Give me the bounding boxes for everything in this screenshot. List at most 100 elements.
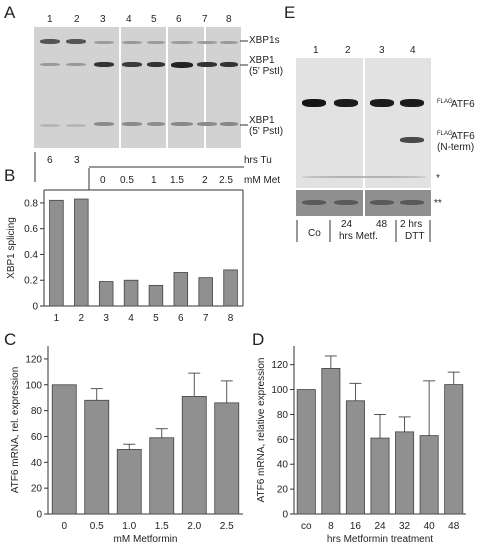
chart-c-bar-4 xyxy=(181,396,207,515)
chart-b-ytick-label-1: 0.2 xyxy=(24,276,38,287)
gel-e-label-atf6: ATF6 xyxy=(451,99,475,110)
gel-a-met-label: mM Met xyxy=(244,175,281,186)
chart-d-xtick-label-3: 24 xyxy=(374,521,386,532)
chart-b-xtick-label-4: 5 xyxy=(153,313,159,324)
chart-b-xtick-label-2: 3 xyxy=(103,313,109,324)
chart-d-xtick-label-6: 48 xyxy=(448,521,460,532)
gel-e-label-flag-sup: FLAG xyxy=(437,99,453,105)
gel-e-label-flag-sup-2: FLAG xyxy=(437,131,453,137)
panel-label-d: D xyxy=(252,330,265,349)
chart-c-xtick-label-0: 0 xyxy=(61,521,67,532)
chart-d-x-axis-label: hrs Metformin treatment xyxy=(327,534,433,545)
gel-a-met-1.5: 1.5 xyxy=(170,175,184,186)
gel-a-met-0: 0 xyxy=(100,175,106,186)
chart-c-y-axis-label: ATF6 mRNA, rel. expression xyxy=(10,367,21,494)
chart-c-ytick-label-4: 80 xyxy=(31,406,43,417)
gel-a-lane-2: 2 xyxy=(74,14,80,25)
chart-d-ytick-label-5: 100 xyxy=(271,385,288,396)
gel-e-cond-dtt: DTT xyxy=(405,231,425,242)
chart-c-ytick-label-0: 0 xyxy=(36,510,42,521)
gel-a-label-xbp1-lower: XBP1 xyxy=(249,115,275,126)
panel-label-c: C xyxy=(4,330,17,349)
chart-d-xtick-label-1: 8 xyxy=(328,521,334,532)
chart-d-bar-2 xyxy=(345,400,365,515)
chart-c-ytick-label-5: 100 xyxy=(25,380,42,391)
gel-a-band-pointers xyxy=(240,40,248,126)
gel-e-lane-1: 1 xyxy=(313,45,319,56)
panel-label-e: E xyxy=(284,3,296,22)
chart-d-bar-5 xyxy=(419,435,439,515)
chart-d-ytick-label-2: 40 xyxy=(277,460,289,471)
chart-c-ytick-label-1: 20 xyxy=(31,484,43,495)
chart-b-xbp1-splicing: 0 0.2 0.4 0.6 0.8 1 2 3 4 5 6 7 8 XBP1 splicing xyxy=(6,189,244,324)
gel-a-tu-label: hrs Tu xyxy=(244,155,272,166)
chart-c-xtick-label-1: 0.5 xyxy=(90,521,104,532)
chart-d-ytick-label-1: 20 xyxy=(277,485,289,496)
gel-e-label-nterm: (N-term) xyxy=(437,142,475,153)
gel-e-cond-48: 48 xyxy=(376,219,388,230)
gel-a-lane-1: 1 xyxy=(47,14,53,25)
chart-d-y-axis-label: ATF6 mRNA, relative expression xyxy=(256,358,267,503)
gel-e-label-dstar: ** xyxy=(434,198,442,209)
gel-a-lane-8: 8 xyxy=(226,14,232,25)
chart-d-xtick-label-4: 32 xyxy=(399,521,411,532)
chart-c-xtick-label-5: 2.5 xyxy=(220,521,234,532)
chart-b-ytick-label-3: 0.6 xyxy=(24,224,38,235)
chart-c-ytick-label-2: 40 xyxy=(31,458,43,469)
gel-a-met-0.5: 0.5 xyxy=(120,175,134,186)
chart-b-bar-3 xyxy=(123,279,139,307)
gel-a-met-1: 1 xyxy=(151,175,157,186)
chart-b-ytick-label-2: 0.4 xyxy=(24,250,38,261)
chart-d-bar-4 xyxy=(395,431,415,515)
panel-label-b: B xyxy=(4,166,16,185)
gel-e-lane-2: 2 xyxy=(345,45,351,56)
chart-d-bar-1 xyxy=(321,368,341,515)
gel-a-label-xbp1: XBP1 xyxy=(249,55,275,66)
chart-c-bar-2 xyxy=(116,448,142,515)
chart-d-bar-0 xyxy=(296,389,316,515)
gel-e-cond-co: Co xyxy=(308,228,321,239)
chart-b-xtick-label-6: 7 xyxy=(203,313,209,324)
chart-b-bar-7 xyxy=(223,269,238,307)
gel-e-condition-dividers xyxy=(296,220,431,242)
chart-c-bar-5 xyxy=(214,402,240,515)
chart-b-bar-6 xyxy=(198,277,213,307)
gel-e-cond-2hrs: 2 hrs xyxy=(400,219,423,230)
gel-e-loading-control xyxy=(296,190,431,216)
chart-d-ytick-label-4: 80 xyxy=(277,410,289,421)
panel-label-a: A xyxy=(4,3,16,22)
gel-a-lane-4: 4 xyxy=(126,14,132,25)
gel-a-treatment-dividers xyxy=(34,152,244,190)
gel-e-lane-4: 4 xyxy=(410,45,416,56)
chart-b-bar-1 xyxy=(74,198,89,307)
chart-b-y-axis-label: XBP1 splicing xyxy=(6,217,17,279)
chart-c-xtick-label-2: 1.0 xyxy=(122,521,136,532)
chart-c-xtick-label-4: 2.0 xyxy=(187,521,201,532)
gel-a-lane-3: 3 xyxy=(100,14,106,25)
chart-d-ytick-label-0: 0 xyxy=(282,510,288,521)
gel-a-met-2.5: 2.5 xyxy=(219,175,233,186)
gel-a-met-2: 2 xyxy=(202,175,208,186)
gel-a-tu-3: 3 xyxy=(74,155,80,166)
gel-e-cond-24: 24 xyxy=(341,219,353,230)
gel-e-image xyxy=(296,58,431,188)
chart-c-bar-1 xyxy=(84,399,110,515)
chart-c-atf6-metformin-dose: 0 20 40 60 80 100 120 0 0.5 1.0 1.5 2.0 2.5 mM Metfor… xyxy=(10,346,243,545)
chart-b-bar-0 xyxy=(49,199,64,307)
chart-d-ytick-label-6: 120 xyxy=(271,360,288,371)
chart-d-xtick-label-5: 40 xyxy=(424,521,436,532)
chart-d-ytick-label-3: 60 xyxy=(277,435,289,446)
gel-a-label-pst1-lower: (5' PstI) xyxy=(249,126,284,137)
chart-c-bar-3 xyxy=(149,437,175,515)
chart-d-xtick-label-2: 16 xyxy=(350,521,362,532)
chart-b-xtick-label-7: 8 xyxy=(228,313,234,324)
chart-c-bar-0 xyxy=(51,384,77,515)
chart-b-bar-2 xyxy=(98,281,114,307)
chart-b-bar-4 xyxy=(148,284,164,307)
chart-d-bar-6 xyxy=(444,384,464,515)
gel-a-label-pst1: (5' PstI) xyxy=(249,66,284,77)
gel-e-label-star: * xyxy=(436,173,440,184)
chart-d-xtick-label-0: co xyxy=(301,521,312,532)
gel-a-lane-5: 5 xyxy=(151,14,157,25)
chart-d-atf6-metformin-time: 0 20 40 60 80 100 120 co 8 16 24 32 40 48 hrs Metformi… xyxy=(256,346,466,545)
